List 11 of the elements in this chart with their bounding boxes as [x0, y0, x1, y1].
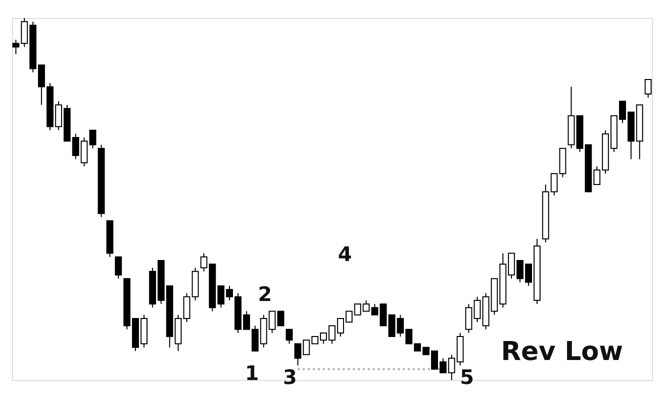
candlestick — [465, 303, 472, 334]
annotation: 3 — [283, 365, 297, 389]
candlestick — [286, 328, 293, 344]
annotation: Rev Low — [500, 337, 624, 367]
candlestick — [89, 130, 96, 149]
annotation: 5 — [460, 365, 474, 389]
annotation: 1 — [245, 361, 259, 385]
candlestick — [644, 79, 652, 98]
candlestick — [114, 256, 122, 280]
annotation: 2 — [258, 282, 272, 306]
annotation: 4 — [338, 242, 352, 266]
